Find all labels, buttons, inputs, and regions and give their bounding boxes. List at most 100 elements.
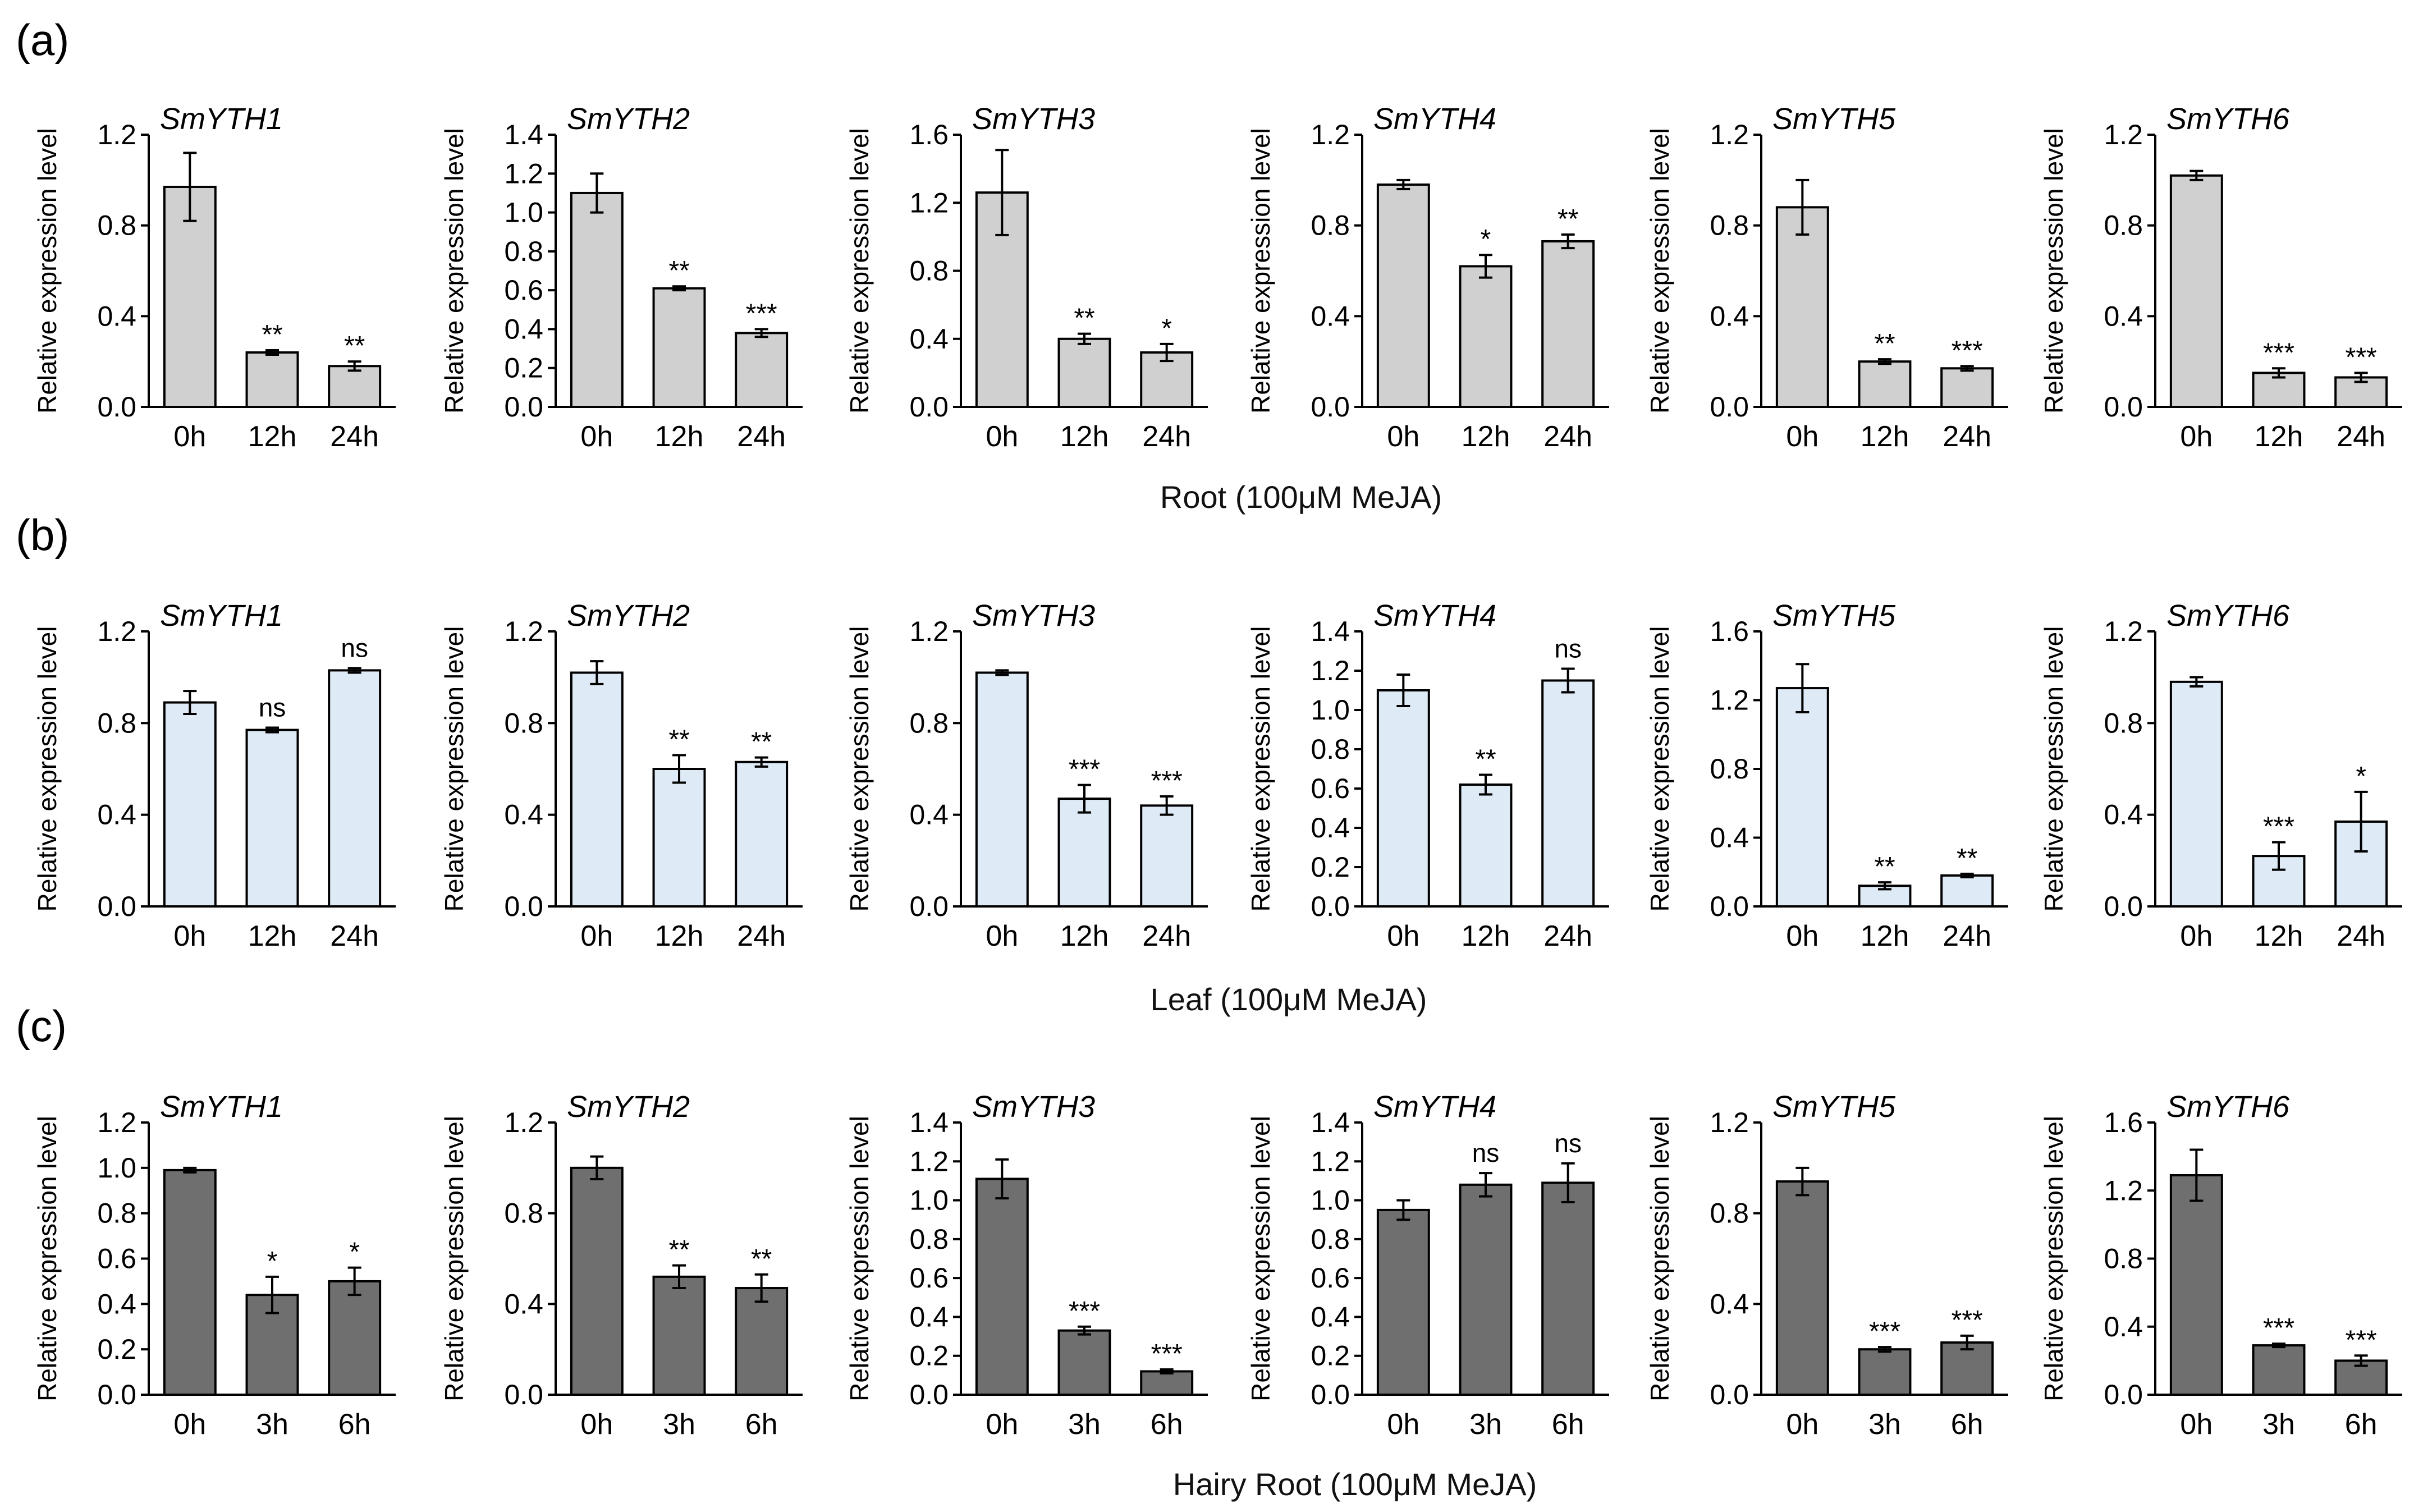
x-tick-label: 6h: [1151, 1408, 1183, 1441]
bar: [245, 351, 299, 408]
bar: [975, 1177, 1029, 1396]
y-tick-label: 0.0: [2104, 891, 2143, 922]
bar: [1940, 367, 1994, 409]
y-tick-label: 0.8: [909, 707, 949, 739]
y-axis-label: Relative expression level: [33, 1116, 62, 1401]
x-tick-label: 24h: [737, 420, 786, 453]
significance-label: **: [668, 1235, 689, 1265]
y-tick-label: 1.4: [909, 1107, 949, 1138]
bar: [2252, 1344, 2306, 1396]
y-tick-label: 1.0: [504, 197, 543, 228]
significance-label: ns: [1472, 1138, 1500, 1167]
y-tick-label: 0.6: [97, 1243, 136, 1275]
y-tick-label: 0.8: [97, 210, 136, 241]
y-axis-label: Relative expression level: [2039, 626, 2068, 912]
x-tick-label: 12h: [248, 920, 297, 952]
bar: [1858, 360, 1912, 409]
y-axis-label: Relative expression level: [845, 128, 874, 414]
significance-label: **: [751, 1244, 772, 1274]
y-tick-label: 0.4: [97, 1288, 136, 1319]
x-tick-label: 12h: [1861, 920, 1909, 952]
significance-label: **: [262, 320, 282, 350]
y-tick-label: 0.4: [97, 300, 136, 332]
bar: [1057, 1329, 1111, 1396]
y-tick-label: 0.0: [97, 1379, 136, 1410]
chart-title: SmYTH5: [1772, 1090, 1896, 1124]
x-tick-label: 24h: [1943, 420, 1991, 453]
bar: [328, 669, 382, 908]
chart-title: SmYTH2: [567, 102, 690, 136]
y-tick-label: 1.2: [1311, 119, 1350, 150]
y-axis-label: Relative expression level: [845, 1116, 874, 1401]
x-tick-label: 0h: [173, 920, 206, 952]
bar: [328, 365, 382, 408]
significance-label: **: [1475, 745, 1496, 775]
bar: [1775, 1180, 1829, 1396]
y-tick-label: 0.8: [1311, 734, 1350, 765]
x-tick-label: 0h: [986, 920, 1018, 952]
chart-c-1: SmYTH1 Relative expression level 0.0 0.2 0.4…: [33, 1090, 396, 1441]
y-tick-label: 0.0: [2104, 1379, 2143, 1410]
x-tick-label: 0h: [580, 420, 613, 453]
chart-a-6: SmYTH6 Relative expression level 0.0 0.4 0.8…: [2039, 102, 2402, 453]
chart-b-4: SmYTH4 Relative expression level 0.0 0.2 0.4…: [1246, 599, 1609, 952]
x-tick-label: 3h: [1068, 1408, 1101, 1441]
x-tick-label: 6h: [1951, 1408, 1984, 1441]
y-tick-label: 0.2: [909, 1340, 949, 1372]
y-tick-label: 0.0: [2104, 391, 2143, 423]
y-tick-label: 0.4: [1710, 1288, 1749, 1319]
y-tick-label: 1.4: [1311, 1107, 1350, 1138]
x-tick-label: 24h: [1543, 920, 1592, 952]
significance-label: ns: [259, 693, 286, 722]
y-tick-label: 0.8: [504, 707, 543, 739]
y-axis-label: Relative expression level: [439, 1116, 469, 1401]
x-tick-label: 0h: [986, 420, 1018, 453]
y-tick-label: 0.8: [909, 255, 949, 287]
chart-title: SmYTH3: [972, 599, 1095, 633]
chart-c-6: SmYTH6 Relative expression level 0.0 0.4 0.8…: [2039, 1090, 2402, 1441]
bar: [570, 1166, 624, 1396]
y-tick-label: 1.2: [1311, 1146, 1350, 1177]
y-tick-label: 1.2: [2104, 119, 2143, 150]
panel-letter-a: (a): [16, 15, 69, 65]
x-tick-label: 12h: [1060, 920, 1109, 952]
chart-c-3: SmYTH3 Relative expression level 0.0 0.2 0.4…: [845, 1090, 1208, 1441]
bar: [1376, 183, 1430, 408]
y-tick-label: 0.0: [1710, 891, 1749, 922]
significance-label: **: [1874, 329, 1895, 359]
y-tick-label: 0.8: [97, 1198, 136, 1229]
y-tick-label: 0.8: [1311, 1224, 1350, 1255]
caption-leaf: Leaf (100μM MeJA): [1151, 982, 1427, 1017]
bar: [1140, 804, 1194, 908]
x-tick-label: 24h: [1142, 920, 1191, 952]
chart-title: SmYTH5: [1772, 599, 1896, 633]
y-tick-label: 0.0: [97, 391, 136, 423]
x-tick-label: 3h: [256, 1408, 288, 1441]
chart-title: SmYTH2: [567, 599, 690, 633]
y-tick-label: 0.6: [1311, 773, 1350, 804]
y-axis-label: Relative expression level: [439, 128, 469, 414]
bar: [735, 1287, 789, 1396]
y-tick-label: 0.8: [504, 1198, 543, 1229]
chart-title: SmYTH1: [160, 1090, 283, 1124]
y-tick-label: 1.2: [909, 616, 949, 647]
y-tick-label: 1.6: [1710, 616, 1749, 647]
bar: [975, 671, 1029, 908]
y-tick-label: 1.2: [909, 187, 949, 218]
panel-letters: (a) (b) (c): [16, 15, 69, 1051]
x-tick-label: 12h: [655, 920, 704, 952]
x-tick-label: 0h: [1387, 920, 1419, 952]
chart-b-2: SmYTH2 Relative expression level 0.0 0.4 0.8…: [439, 599, 803, 952]
y-tick-label: 1.2: [1710, 1107, 1749, 1138]
x-tick-label: 24h: [737, 920, 786, 952]
y-tick-label: 0.0: [1710, 391, 1749, 423]
bar: [2169, 174, 2223, 408]
y-tick-label: 0.8: [2104, 707, 2143, 739]
y-axis-label: Relative expression level: [33, 128, 62, 414]
chart-title: SmYTH1: [160, 102, 283, 136]
bar: [652, 1275, 706, 1396]
y-tick-label: 0.0: [1311, 1379, 1350, 1410]
chart-title: SmYTH4: [1373, 102, 1496, 136]
y-tick-label: 0.0: [909, 1379, 949, 1410]
significance-label: **: [1558, 204, 1578, 234]
